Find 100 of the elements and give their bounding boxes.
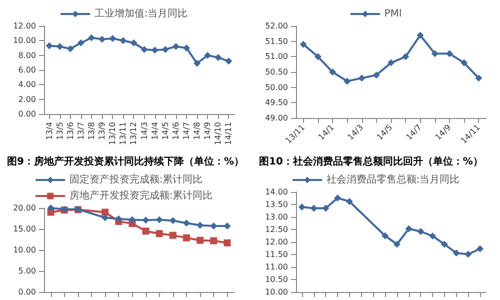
point (204, 52, 212, 59)
point (452, 250, 460, 256)
point (194, 60, 201, 67)
x-tick-label: 13/7 (76, 122, 86, 140)
point (77, 39, 84, 46)
point (169, 217, 176, 224)
point (372, 72, 380, 79)
x-tick-label: 13/10 (108, 122, 118, 146)
x-tick-label: 13/9 (98, 122, 107, 140)
y-tick-label: 8.00 (18, 50, 36, 60)
y-tick-label: 51.50 (265, 36, 288, 46)
point (156, 230, 163, 238)
point (300, 40, 307, 48)
y-tick-label: 50.50 (265, 68, 288, 76)
y-tick-label: 10.50 (265, 275, 288, 284)
y-tick-label: 5.00 (18, 266, 36, 276)
point (156, 216, 163, 224)
y-tick-label: 13.00 (265, 212, 288, 222)
point (196, 222, 204, 229)
x-tick-label: 13/4 (44, 122, 54, 140)
x-tick-label: 14/9 (203, 122, 212, 140)
point (402, 53, 410, 60)
point (382, 232, 389, 240)
point (224, 239, 231, 246)
point (56, 43, 64, 50)
point (142, 216, 150, 224)
point (46, 42, 53, 50)
point (346, 198, 353, 205)
x-tick-label: 14/5 (160, 122, 170, 140)
legend-label: 房地产开发投资完成额:累计同比 (69, 190, 213, 202)
point (130, 39, 138, 46)
x-tick-label: 13/11 (118, 122, 128, 146)
point (66, 45, 74, 52)
point (183, 234, 190, 242)
point (475, 74, 482, 82)
point (310, 204, 318, 212)
point (140, 46, 148, 53)
point (446, 50, 453, 58)
point (476, 245, 484, 252)
point (196, 236, 204, 244)
point (464, 250, 472, 258)
y-tick-label: 50.00 (265, 82, 288, 92)
point (115, 215, 122, 222)
point (210, 237, 218, 244)
point (214, 54, 222, 62)
y-tick-label: 12.50 (265, 225, 288, 234)
legend-label: PMI (384, 8, 402, 20)
point (329, 68, 336, 76)
chart-title: 图10：社会消费品零售总额同比回升（单位：%） (259, 156, 483, 168)
point (183, 44, 190, 52)
point (314, 53, 322, 60)
chart-title: 图9：房地产开发投资累计同比持续下降（单位：%） (7, 156, 244, 168)
point (460, 59, 468, 66)
y-tick-label: 49.50 (265, 98, 288, 108)
y-tick-label: 11.00 (265, 262, 288, 272)
point (431, 50, 438, 58)
point (128, 216, 136, 224)
y-tick-label: 52.00 (265, 22, 288, 30)
y-tick-label: 10.00 (265, 288, 288, 296)
point (416, 32, 424, 39)
point (429, 232, 436, 240)
y-tick-label: 11.50 (265, 250, 288, 259)
point (322, 204, 330, 212)
point (405, 225, 412, 232)
y-tick-label: 51.00 (265, 52, 288, 62)
legend-label: 社会消费品零售总额:当月同比 (326, 174, 460, 186)
point (142, 228, 150, 235)
point (388, 59, 394, 66)
x-tick-label: 14/11 (224, 122, 234, 146)
x-tick-label: 14/4 (150, 122, 160, 140)
point (440, 240, 448, 248)
point (88, 34, 95, 42)
point (358, 74, 366, 82)
y-tick-label: 10.00 (13, 246, 36, 254)
point (344, 78, 351, 85)
point (102, 208, 109, 216)
point (47, 204, 54, 212)
y-tick-label: 6.00 (18, 65, 36, 74)
point (393, 240, 400, 248)
point (183, 220, 190, 227)
y-tick-label: 0.00 (18, 109, 36, 118)
point (169, 232, 176, 239)
x-tick-label: 14/3 (140, 122, 149, 140)
point (172, 43, 180, 50)
point (417, 228, 424, 235)
x-tick-label: 13/8 (87, 122, 96, 140)
y-tick-label: 12.00 (265, 238, 288, 246)
y-tick-label: 2.00 (18, 94, 36, 104)
y-tick-label: 20.00 (13, 204, 36, 212)
y-tick-label: 13.50 (265, 200, 288, 209)
y-tick-label: 12.00 (13, 22, 36, 30)
point (102, 214, 109, 222)
x-tick-label: 14/8 (192, 122, 202, 140)
x-tick-label: 13/6 (66, 122, 75, 140)
point (162, 46, 169, 53)
point (98, 36, 106, 43)
x-tick-label: 13/5 (55, 122, 64, 140)
x-tick-label: 14/10 (214, 122, 223, 146)
point (334, 194, 342, 202)
point (120, 37, 127, 44)
